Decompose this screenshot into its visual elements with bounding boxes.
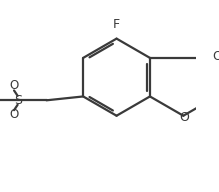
Text: O: O bbox=[9, 79, 19, 93]
Text: O: O bbox=[179, 111, 189, 124]
Text: O: O bbox=[213, 50, 219, 64]
Text: S: S bbox=[14, 94, 22, 107]
Text: O: O bbox=[9, 108, 19, 121]
Text: F: F bbox=[113, 18, 120, 31]
